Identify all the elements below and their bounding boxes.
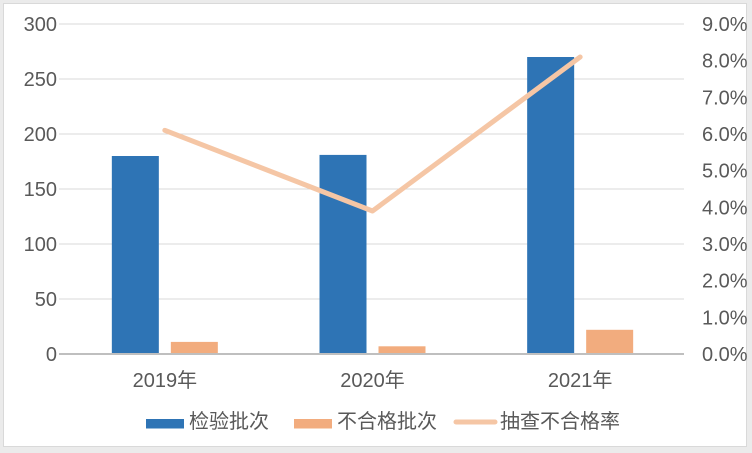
- x-axis-category-label: 2019年: [133, 369, 198, 392]
- right-axis-tick-label: 5.0%: [702, 161, 748, 183]
- right-axis-tick-label: 8.0%: [702, 51, 748, 73]
- line-抽查不合格率: [162, 54, 583, 214]
- legend-swatch-failed-batches: [294, 419, 332, 429]
- left-axis-tick-label: 0: [46, 344, 57, 366]
- bar-不合格批次-2020年: [378, 346, 426, 354]
- right-axis-tick-label: 4.0%: [702, 197, 748, 219]
- left-axis-tick-label: 200: [24, 124, 57, 146]
- right-axis-tick-label: 9.0%: [702, 14, 748, 36]
- bar-不合格批次-2021年: [586, 329, 634, 354]
- legend-label-failed-batches: 不合格批次: [337, 410, 437, 433]
- left-axis-tick-label: 100: [24, 234, 57, 256]
- right-axis-tick-label: 2.0%: [702, 271, 748, 293]
- left-axis-tick-label: 250: [24, 69, 57, 91]
- legend-label-failure-rate: 抽查不合格率: [500, 410, 620, 433]
- right-axis-tick-label: 3.0%: [702, 234, 748, 256]
- legend-swatch-inspection-batches: [146, 419, 184, 429]
- bar-检验批次-2021年: [527, 57, 575, 354]
- left-axis-tick-label: 50: [35, 289, 57, 311]
- chart-frame: 0 50 100 150 200 250 300 0.0% 1.0% 2.0% 3.0% 4.0% 5.…: [3, 3, 748, 447]
- bar-检验批次-2019年: [111, 156, 159, 354]
- legend-label-inspection-batches: 检验批次: [189, 410, 269, 433]
- plot-area: 0 50 100 150 200 250 300 0.0% 1.0% 2.0% 3.0% 4.0% 5.…: [24, 14, 748, 392]
- bar-检验批次-2020年: [319, 154, 367, 354]
- right-axis-tick-label: 1.0%: [702, 307, 748, 329]
- right-axis-tick-label: 0.0%: [702, 344, 748, 366]
- x-axis-category-label: 2021年: [548, 369, 613, 392]
- left-axis-tick-label: 300: [24, 14, 57, 36]
- right-axis-tick-label: 7.0%: [702, 87, 748, 109]
- right-axis-tick-label: 6.0%: [702, 124, 748, 146]
- chart-legend: 检验批次 不合格批次 抽查不合格率: [146, 410, 620, 433]
- left-axis-tick-label: 150: [24, 179, 57, 201]
- x-axis-category-label: 2020年: [340, 369, 405, 392]
- bar-不合格批次-2019年: [170, 341, 218, 354]
